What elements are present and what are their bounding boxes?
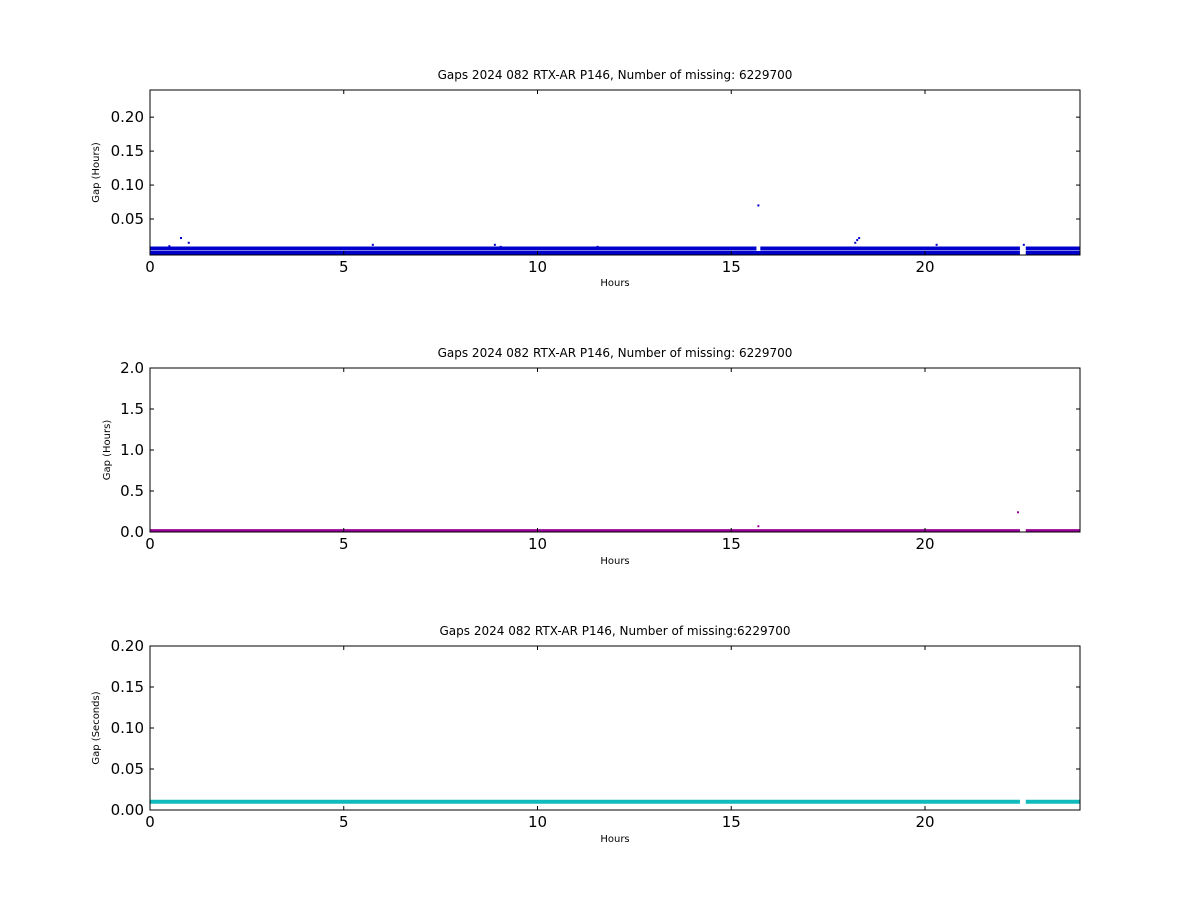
x-tick-label: 15 bbox=[722, 535, 741, 553]
x-tick-label: 5 bbox=[339, 813, 349, 831]
chart-title: Gaps 2024 082 RTX-AR P146, Number of mis… bbox=[440, 624, 791, 638]
x-tick-label: 5 bbox=[339, 258, 349, 276]
y-axis-label: Gap (Hours) bbox=[102, 420, 113, 481]
y-tick-label: 0.15 bbox=[111, 142, 144, 160]
data-point-3 bbox=[187, 241, 190, 244]
y-tick-label: 0.20 bbox=[111, 637, 144, 655]
chart-panel-1: 0 5 10 15 20 0.05 0.10 0.15 0.20 Gaps 2024 082 RT… bbox=[91, 68, 1081, 289]
data-point-1 bbox=[168, 245, 171, 248]
data-point-9 bbox=[854, 241, 857, 244]
y-tick-label: 0.05 bbox=[111, 210, 144, 228]
x-tick-label: 20 bbox=[915, 258, 934, 276]
data-point-2 bbox=[180, 237, 182, 240]
y-tick-label: 0.15 bbox=[111, 678, 144, 696]
axes-frame bbox=[149, 89, 1081, 256]
data-point-7 bbox=[596, 245, 599, 248]
x-tick-label: 0 bbox=[145, 258, 155, 276]
x-tick-label: 10 bbox=[528, 258, 547, 276]
chart-title: Gaps 2024 082 RTX-AR P146, Number of mis… bbox=[438, 346, 793, 360]
plot-area bbox=[150, 368, 1080, 532]
y-tick-label: 0.20 bbox=[111, 108, 144, 126]
data-point-10 bbox=[856, 239, 859, 242]
y-axis-label: Gap (Hours) bbox=[91, 142, 102, 203]
data-point-11 bbox=[858, 237, 861, 240]
y-tick-label: 0.05 bbox=[111, 760, 144, 778]
y-tick-label: 1.5 bbox=[120, 400, 144, 418]
data-point-4 bbox=[371, 243, 374, 246]
data-point-5 bbox=[493, 243, 496, 246]
data-layer bbox=[150, 204, 1080, 255]
y-tick-label: 0.00 bbox=[111, 801, 144, 819]
chart-panel-3: 0 5 10 15 20 0.00 0.05 0.10 0.15 0.20 Gaps 2024 08… bbox=[91, 624, 1081, 845]
x-tick-label: 15 bbox=[722, 258, 741, 276]
y-tick-label: 1.0 bbox=[120, 441, 144, 459]
x-tick-label: 5 bbox=[339, 535, 349, 553]
plot-area bbox=[150, 646, 1080, 810]
x-tick-label: 20 bbox=[915, 813, 934, 831]
y-tick-label: 0.10 bbox=[111, 719, 144, 737]
y-tick-label: 0.0 bbox=[120, 523, 144, 541]
x-tick-label: 10 bbox=[528, 535, 547, 553]
x-axis-label: Hours bbox=[600, 278, 629, 289]
x-tick-label: 10 bbox=[528, 813, 547, 831]
data-layer bbox=[150, 511, 1080, 532]
chart-title: Gaps 2024 082 RTX-AR P146, Number of mis… bbox=[438, 68, 793, 82]
data-point-2 bbox=[1017, 511, 1019, 514]
x-tick-label: 20 bbox=[915, 535, 934, 553]
y-tick-label: 2.0 bbox=[120, 359, 144, 377]
x-axis-label: Hours bbox=[600, 834, 629, 845]
x-tick-label: 0 bbox=[145, 535, 155, 553]
data-point-14 bbox=[1026, 246, 1029, 249]
x-tick-label: 0 bbox=[145, 813, 155, 831]
data-point-1 bbox=[757, 525, 760, 528]
x-axis-label: Hours bbox=[600, 556, 629, 567]
data-point-6 bbox=[499, 245, 502, 248]
plot-area bbox=[150, 90, 1080, 255]
data-point-12 bbox=[935, 243, 938, 246]
y-tick-label: 0.10 bbox=[111, 176, 144, 194]
data-point-13 bbox=[1022, 243, 1025, 246]
y-axis-label: Gap (Seconds) bbox=[91, 691, 102, 764]
data-point-8 bbox=[757, 204, 760, 207]
y-tick-label: 0.5 bbox=[120, 482, 144, 500]
x-tick-label: 15 bbox=[722, 813, 741, 831]
chart-panel-2: 0 5 10 15 20 0.0 0.5 1.0 1.5 2.0 Gaps 2024 082 RTX… bbox=[102, 346, 1081, 567]
